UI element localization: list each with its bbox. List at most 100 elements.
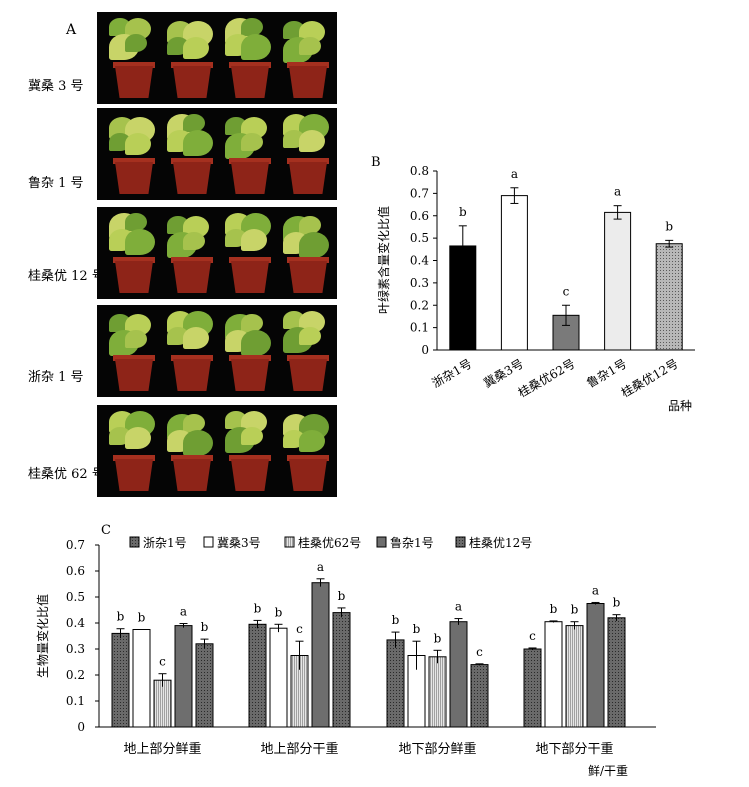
legend-swatch	[203, 536, 214, 548]
pot-rim	[229, 257, 271, 263]
flower-pot	[115, 66, 153, 98]
flower-pot	[173, 359, 211, 391]
pot-rim	[171, 257, 213, 263]
plant-leaf	[125, 427, 151, 449]
significance-letter: b	[613, 596, 621, 610]
plant-leaf	[125, 229, 155, 255]
significance-letter: b	[117, 610, 125, 624]
legend-label: 桂桑优12号	[469, 535, 532, 550]
pot-rim	[113, 158, 155, 164]
flower-pot	[115, 162, 153, 194]
bar	[449, 621, 468, 728]
significance-letter: b	[254, 601, 262, 615]
flower-pot	[115, 459, 153, 491]
plant-leaf	[241, 314, 263, 332]
pot-rim	[287, 355, 329, 361]
y-tick-label: 0.2	[410, 298, 429, 312]
plant-leaf	[299, 430, 325, 452]
plant-leaf	[183, 327, 209, 349]
plant-leaf	[299, 232, 329, 258]
y-axis-label: 生物量变化比值	[35, 594, 50, 678]
plant-leaf	[241, 330, 271, 356]
legend-swatch	[129, 536, 140, 548]
x-tick-label: 桂桑优62号	[515, 356, 577, 401]
significance-letter: a	[614, 185, 621, 199]
bar	[604, 211, 632, 351]
significance-letter: a	[455, 600, 462, 614]
pot-rim	[113, 62, 155, 68]
x-tick-label: 地下部分干重	[535, 741, 613, 757]
plant-leaf	[299, 130, 325, 152]
bar	[311, 582, 330, 728]
y-tick-label: 0.4	[66, 616, 85, 630]
flower-pot	[173, 459, 211, 491]
bar	[386, 639, 405, 728]
significance-letter: b	[459, 205, 467, 219]
y-tick-label: 0.2	[66, 668, 85, 682]
bar	[111, 632, 130, 728]
plant-leaf	[241, 229, 267, 251]
bar	[586, 603, 605, 728]
plant-photo	[97, 305, 337, 397]
pot-rim	[171, 455, 213, 461]
plant-leaf	[183, 114, 205, 132]
significance-letter: a	[511, 167, 518, 181]
bar	[655, 243, 683, 351]
flower-pot	[231, 261, 269, 293]
pot-rim	[287, 158, 329, 164]
flower-pot	[231, 359, 269, 391]
x-axis-label: 品种	[668, 399, 692, 413]
pot-rim	[287, 257, 329, 263]
plant-photo	[97, 207, 337, 299]
plant-leaf	[183, 37, 209, 59]
bar	[607, 617, 626, 728]
x-tick-label: 地下部分鲜重	[398, 741, 476, 757]
plant-leaf	[183, 414, 205, 432]
bar	[565, 625, 584, 728]
legend-swatch	[284, 536, 295, 548]
y-tick-label: 0.1	[66, 694, 85, 708]
row-label-zheza-1: 浙杂 1 号	[28, 370, 84, 385]
y-tick-label: 0.6	[66, 564, 85, 578]
pot-rim	[113, 257, 155, 263]
bar	[153, 679, 172, 728]
significance-letter: b	[434, 631, 442, 645]
row-label-luza-1: 鲁杂 1 号	[28, 176, 84, 191]
y-tick-label: 0.5	[410, 231, 429, 245]
y-tick-label: 0	[77, 720, 85, 734]
flower-pot	[115, 359, 153, 391]
bar	[332, 612, 351, 728]
flower-pot	[289, 459, 327, 491]
flower-pot	[289, 359, 327, 391]
significance-letter: a	[592, 583, 599, 597]
y-tick-label: 0.4	[410, 254, 429, 268]
legend-label: 冀桑3号	[217, 536, 261, 550]
plant-leaf	[125, 213, 147, 231]
row-label-jisang-3: 冀桑 3 号	[28, 79, 84, 94]
flower-pot	[173, 261, 211, 293]
flower-pot	[173, 66, 211, 98]
plant-leaf	[183, 130, 213, 156]
plant-leaf	[299, 37, 321, 55]
bar	[428, 656, 447, 728]
significance-letter: b	[275, 605, 283, 619]
bar	[195, 643, 214, 728]
significance-letter: b	[201, 620, 209, 634]
bar	[523, 648, 542, 728]
y-tick-label: 0.8	[410, 164, 429, 178]
pot-rim	[113, 355, 155, 361]
legend-label: 桂桑优62号	[298, 535, 361, 550]
panel-b-letter: B	[371, 155, 381, 170]
y-tick-label: 0.3	[66, 642, 85, 656]
plant-leaf	[125, 133, 151, 155]
significance-letter: b	[571, 603, 579, 617]
x-tick-label: 地上部分干重	[260, 741, 338, 757]
significance-letter: b	[338, 589, 346, 603]
panel-c-letter: C	[101, 523, 111, 538]
significance-letter: b	[138, 611, 146, 625]
y-tick-label: 0.1	[410, 321, 429, 335]
legend-swatch	[376, 536, 387, 548]
plant-leaf	[125, 330, 147, 348]
plant-photo	[97, 12, 337, 104]
